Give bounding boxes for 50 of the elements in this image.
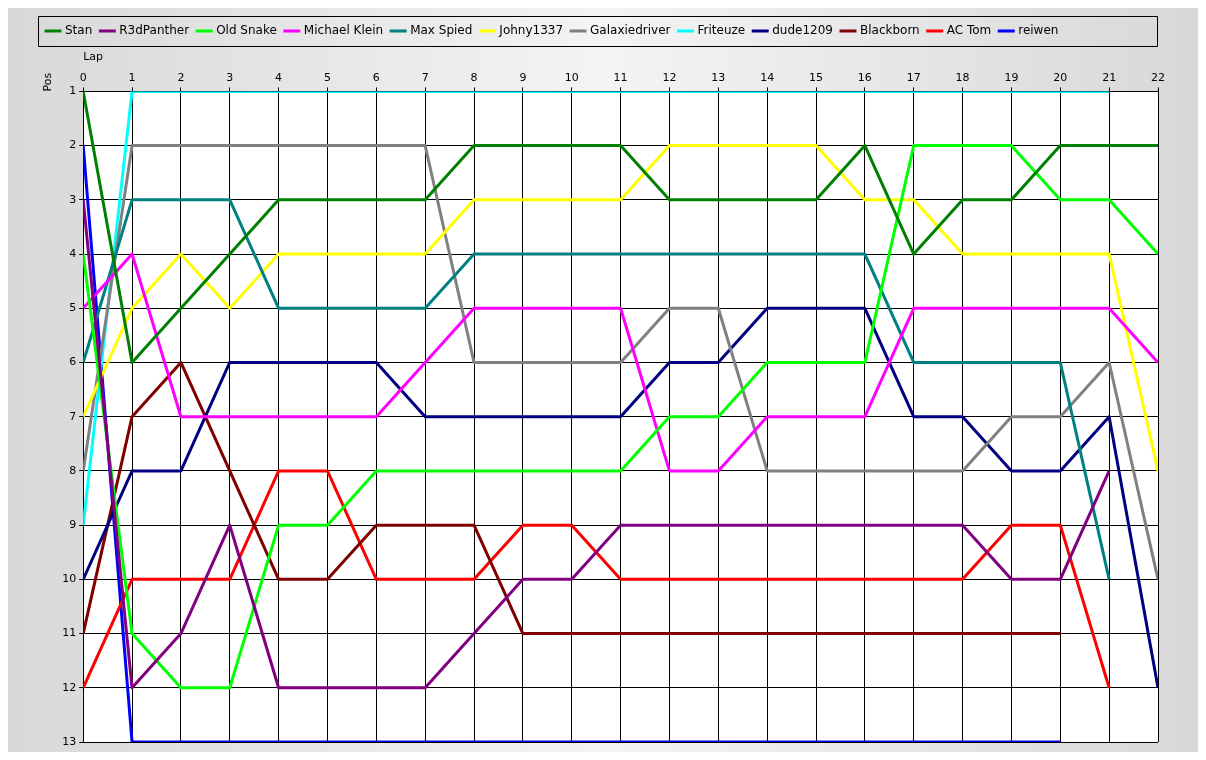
x-tick-label: 2 xyxy=(177,70,185,84)
x-tick-label: 7 xyxy=(421,70,429,84)
legend-label: Friteuze xyxy=(697,23,746,38)
x-tick-label: 11 xyxy=(613,70,628,84)
legend-label: Max Spied xyxy=(410,23,473,38)
y-tick-label: 13 xyxy=(62,734,77,748)
x-tick-label: 9 xyxy=(519,70,527,84)
y-tick-label: 7 xyxy=(69,409,77,423)
x-tick-label: 4 xyxy=(275,70,283,84)
x-tick-label: 12 xyxy=(662,70,677,84)
x-tick-label: 15 xyxy=(809,70,824,84)
legend-label: dude1209 xyxy=(772,23,833,38)
legend-label: R3dPanther xyxy=(119,23,190,38)
legend-label: AC Tom xyxy=(946,23,992,38)
y-tick-label: 1 xyxy=(69,84,77,98)
x-tick-label: 19 xyxy=(1004,70,1019,84)
x-tick-label: 5 xyxy=(323,70,331,84)
x-tick-label: 18 xyxy=(955,70,970,84)
x-tick-label: 10 xyxy=(564,70,579,84)
x-tick-label: 0 xyxy=(79,70,87,84)
y-tick-label: 4 xyxy=(69,246,77,260)
x-tick-label: 6 xyxy=(372,70,380,84)
legend-label: Blackborn xyxy=(859,23,920,38)
x-tick-label: 16 xyxy=(857,70,872,84)
y-axis-title: Pos xyxy=(41,72,55,92)
legend-label: Michael Klein xyxy=(303,23,384,38)
legend-label: reiwen xyxy=(1018,23,1059,38)
x-tick-label: 3 xyxy=(226,70,234,84)
y-tick-label: 11 xyxy=(62,626,77,640)
y-tick-label: 10 xyxy=(62,572,77,586)
x-tick-label: 1 xyxy=(128,70,136,84)
legend-label: Galaxiedriver xyxy=(590,23,671,38)
x-tick-label: 17 xyxy=(906,70,921,84)
x-tick-label: 13 xyxy=(711,70,726,84)
legend-label: Old Snake xyxy=(216,23,277,38)
y-tick-label: 2 xyxy=(69,138,77,152)
y-tick-label: 12 xyxy=(62,680,77,694)
x-axis-title: Lap xyxy=(83,50,104,64)
x-tick-label: 14 xyxy=(760,70,775,84)
legend-label: Johny1337 xyxy=(498,23,564,38)
y-tick-label: 8 xyxy=(69,463,77,477)
x-tick-label: 22 xyxy=(1151,70,1165,84)
x-tick-label: 20 xyxy=(1053,70,1068,84)
x-tick-label: 8 xyxy=(470,70,478,84)
x-tick-label: 21 xyxy=(1102,70,1117,84)
y-tick-label: 9 xyxy=(69,517,77,531)
legend-label: Stan xyxy=(65,23,93,38)
y-tick-label: 5 xyxy=(69,301,77,315)
y-tick-label: 3 xyxy=(69,192,77,206)
y-tick-label: 6 xyxy=(69,355,77,369)
